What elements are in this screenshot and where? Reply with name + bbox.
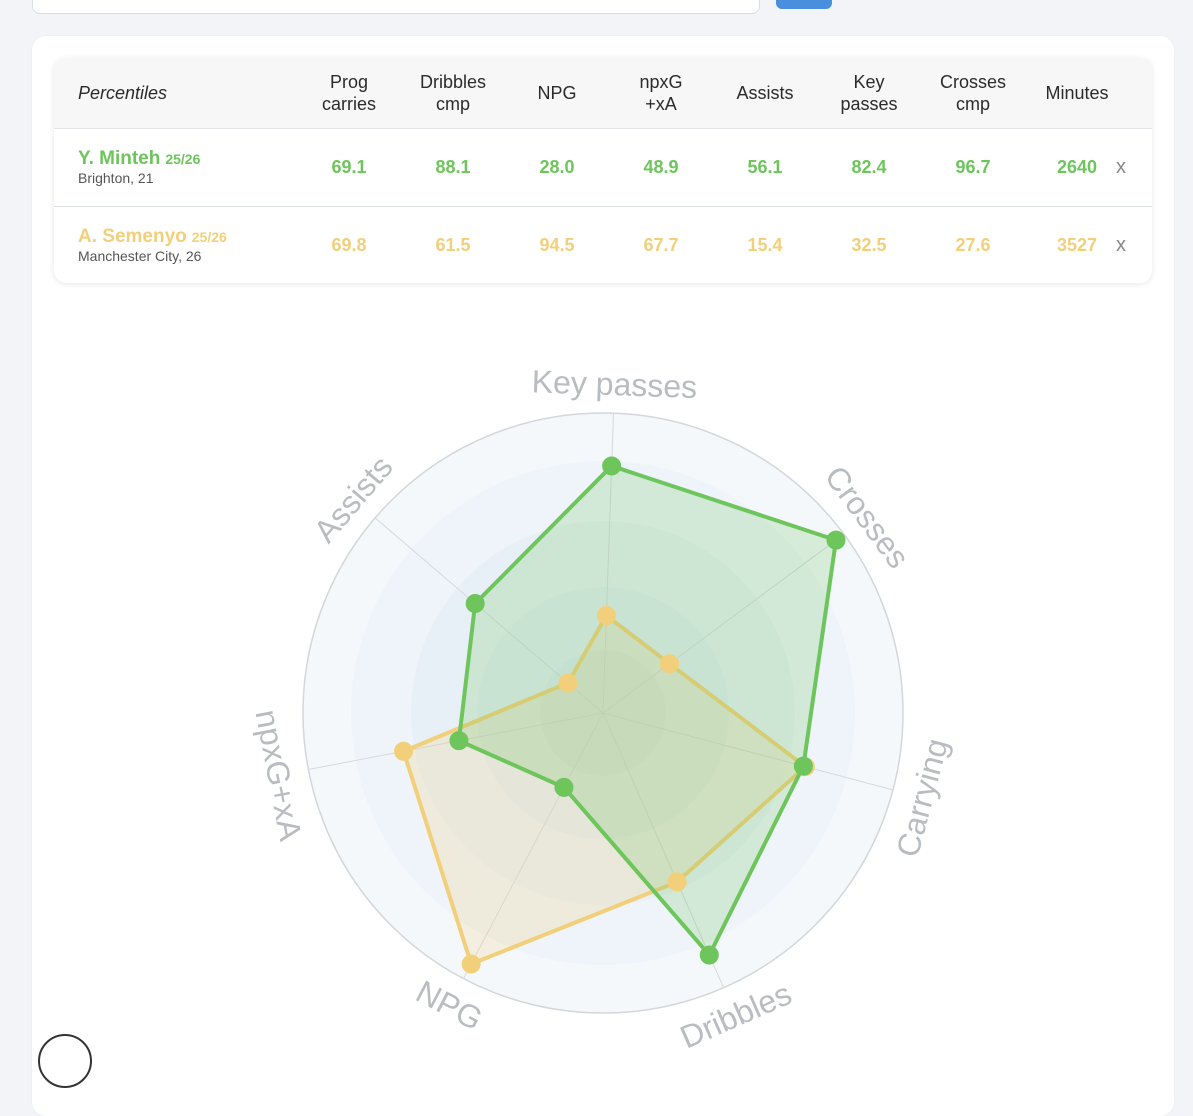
radar-spoke	[463, 712, 604, 979]
radar-point	[394, 741, 414, 761]
col-header-dribbles-cmp: Dribbles cmp	[419, 72, 487, 114]
player-info: Brighton, 21	[78, 170, 154, 186]
radar-point	[558, 673, 578, 693]
player-name[interactable]: A. Semenyo 25/26	[78, 226, 227, 247]
radar-point	[465, 594, 485, 614]
search-button[interactable]	[776, 0, 832, 9]
radar-axis-label: npxG+xA	[249, 707, 309, 845]
radar-point	[826, 530, 846, 550]
radar-series-area	[456, 463, 838, 957]
value-crosses-cmp: 27.6	[955, 234, 991, 255]
value-npg: 28.0	[539, 156, 575, 177]
value-npxg-xa: 67.7	[643, 234, 679, 255]
remove-player-button[interactable]: x	[1116, 233, 1126, 256]
radar-point	[667, 872, 687, 892]
radar-point	[554, 777, 574, 797]
table-row: Y. Minteh 25/26 Brighton, 21 69.1 88.1 28…	[54, 128, 1152, 207]
value-crosses-cmp: 96.7	[955, 156, 991, 177]
radar-spoke	[602, 712, 894, 791]
value-assists: 56.1	[747, 156, 783, 177]
radar-spoke	[602, 712, 725, 988]
col-header-prog-carries: Prog carries	[321, 72, 376, 114]
player-season: 25/26	[165, 151, 201, 167]
player-season: 25/26	[191, 229, 227, 245]
remove-player-button[interactable]: x	[1116, 155, 1126, 178]
search-input[interactable]	[32, 0, 760, 14]
value-key-passes: 32.5	[851, 234, 887, 255]
radar-point	[461, 954, 481, 974]
col-header-minutes: Minutes	[1045, 83, 1109, 103]
radar-point	[449, 731, 469, 751]
radar-point	[602, 456, 622, 476]
value-dribbles-cmp: 61.5	[435, 234, 471, 255]
col-header-npg: NPG	[537, 83, 577, 103]
value-key-passes: 82.4	[851, 156, 887, 177]
value-prog-carries: 69.1	[331, 156, 367, 177]
value-minutes: 3527	[1056, 234, 1098, 255]
radar-axis-label: Key passes	[531, 363, 698, 405]
radar-point	[699, 945, 719, 965]
table-header: Percentiles Prog carries Dribbles cmp NPG …	[54, 58, 1152, 129]
brand-logo-icon	[38, 1034, 92, 1088]
percentiles-header: Percentiles	[78, 82, 168, 103]
value-assists: 15.4	[747, 234, 783, 255]
value-prog-carries: 69.8	[331, 234, 367, 255]
radar-point	[596, 606, 616, 626]
col-header-npxg-xa: npxG +xA	[639, 72, 683, 114]
value-npg: 94.5	[539, 234, 575, 255]
radar-point	[659, 654, 679, 674]
player-info: Manchester City, 26	[78, 248, 202, 264]
col-header-crosses-cmp: Crosses cmp	[939, 72, 1006, 114]
value-minutes: 2640	[1056, 156, 1098, 177]
value-npxg-xa: 48.9	[643, 156, 679, 177]
col-header-assists: Assists	[736, 83, 794, 103]
radar-outer-ring	[302, 412, 904, 1014]
value-dribbles-cmp: 88.1	[435, 156, 471, 177]
player-name[interactable]: Y. Minteh 25/26	[78, 148, 201, 169]
col-header-key-passes: Key passes	[840, 72, 898, 114]
radar-series-area	[401, 613, 808, 966]
table-row: A. Semenyo 25/26 Manchester City, 26 69.8…	[54, 206, 1152, 283]
radar-point	[793, 756, 813, 776]
radar-spoke	[602, 533, 845, 714]
percentiles-table: Percentiles Prog carries Dribbles cmp NPG …	[54, 58, 1152, 283]
